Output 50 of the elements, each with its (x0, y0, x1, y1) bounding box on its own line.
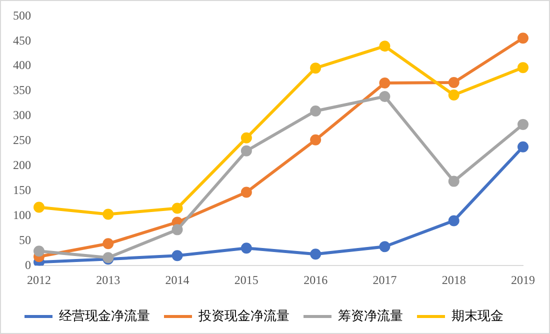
y-tick-label: 450 (13, 33, 31, 48)
point (310, 134, 322, 146)
point (448, 215, 460, 226)
point (240, 242, 252, 254)
point (379, 241, 390, 252)
y-tick-label: 50 (19, 232, 31, 247)
y-tick-label: 500 (13, 8, 31, 22)
point (102, 238, 114, 250)
point (310, 62, 322, 74)
y-tick-label: 300 (13, 108, 31, 122)
x-tick-label: 2016 (304, 272, 328, 287)
point (518, 32, 528, 44)
y-tick-label: 400 (13, 58, 31, 72)
point (518, 141, 528, 152)
point (448, 77, 460, 88)
legend-label: 投资现金净流量 (198, 308, 290, 323)
y-tick-label: 350 (13, 83, 31, 98)
point (172, 202, 183, 214)
legend-label: 经营现金净流量 (59, 308, 150, 323)
x-tick-label: 2018 (442, 272, 466, 287)
point (240, 145, 252, 156)
point (102, 208, 114, 220)
x-tick-label: 2015 (234, 272, 258, 287)
point (379, 40, 390, 52)
point (518, 62, 528, 74)
point (172, 250, 183, 262)
point (172, 224, 183, 236)
point (518, 118, 528, 130)
point (379, 91, 390, 102)
point (240, 186, 252, 198)
point (448, 176, 460, 187)
x-tick-label: 2014 (165, 272, 190, 287)
legend-label: 期末现金 (452, 308, 504, 323)
point (379, 78, 390, 89)
y-tick-label: 200 (13, 158, 31, 172)
legend-label: 筹资净流量 (338, 308, 403, 323)
point (310, 248, 322, 260)
y-tick-label: 0 (25, 258, 31, 272)
x-tick-label: 2013 (96, 272, 120, 287)
y-tick-label: 150 (13, 182, 31, 197)
y-tick-label: 100 (13, 208, 31, 222)
point (240, 132, 252, 144)
point (34, 246, 44, 257)
x-tick-label: 2019 (511, 272, 535, 287)
point (448, 90, 460, 101)
point (34, 202, 44, 213)
x-tick-label: 2017 (372, 272, 397, 287)
x-tick-label: 2012 (27, 272, 51, 287)
y-tick-label: 250 (13, 133, 31, 148)
point (310, 105, 322, 116)
